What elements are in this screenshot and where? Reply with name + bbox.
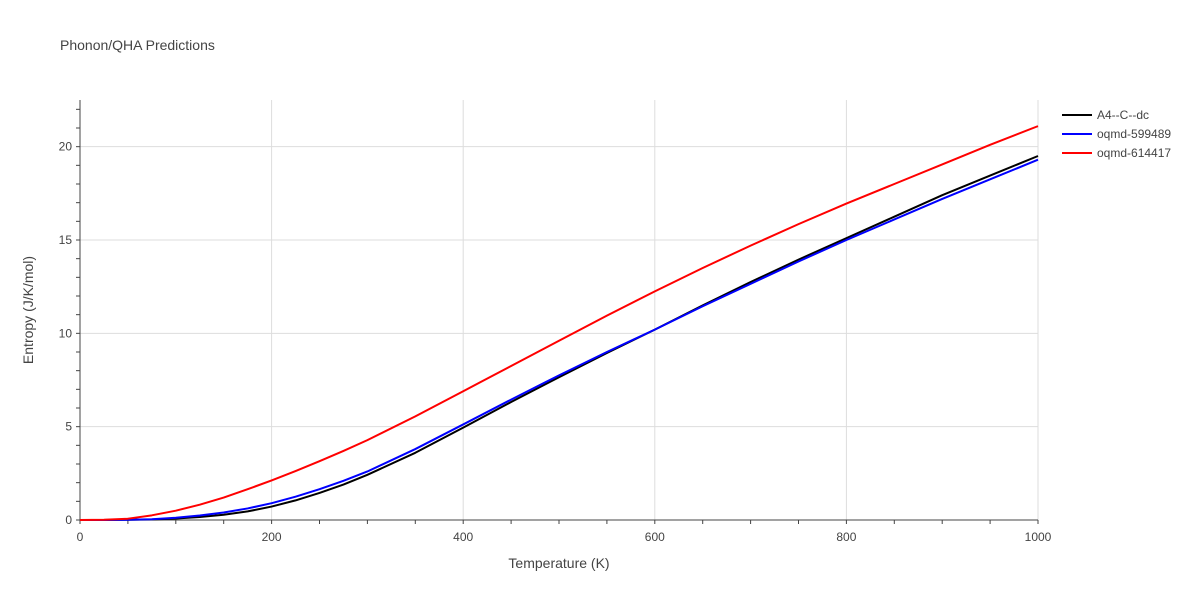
x-tick-label: 800 bbox=[836, 530, 856, 544]
y-tick-label: 15 bbox=[59, 233, 73, 247]
legend[interactable]: A4--C--dc oqmd-599489 oqmd-614417 bbox=[1062, 108, 1171, 160]
series-line-oqmd-599489 bbox=[80, 158, 1039, 521]
legend-item[interactable]: A4--C--dc bbox=[1062, 108, 1149, 122]
x-tick-label: 0 bbox=[77, 530, 84, 544]
x-tick-label: 600 bbox=[645, 530, 665, 544]
y-tick-label: 10 bbox=[59, 326, 73, 340]
x-tick-label: 200 bbox=[262, 530, 282, 544]
y-tick-label: 5 bbox=[65, 420, 72, 434]
series-line-oqmd-614417 bbox=[79, 125, 1039, 521]
x-tick-label: 400 bbox=[453, 530, 473, 544]
y-tick-label: 20 bbox=[59, 140, 73, 154]
axes: 0 200 400 600 800 1000 0 5 10 15 20 bbox=[59, 100, 1052, 544]
y-axis-label: Entropy (J/K/mol) bbox=[20, 256, 36, 364]
series-line-a4-c-dc bbox=[80, 155, 1039, 521]
series-lines bbox=[79, 125, 1039, 521]
legend-label: A4--C--dc bbox=[1097, 108, 1149, 122]
grid-lines bbox=[80, 100, 1039, 520]
legend-label: oqmd-599489 bbox=[1097, 127, 1171, 141]
y-tick-label: 0 bbox=[65, 513, 72, 527]
legend-item[interactable]: oqmd-614417 bbox=[1062, 146, 1171, 160]
legend-item[interactable]: oqmd-599489 bbox=[1062, 127, 1171, 141]
x-tick-label: 1000 bbox=[1025, 530, 1052, 544]
legend-label: oqmd-614417 bbox=[1097, 146, 1171, 160]
chart-title: Phonon/QHA Predictions bbox=[60, 37, 215, 53]
x-axis-label: Temperature (K) bbox=[508, 555, 609, 571]
